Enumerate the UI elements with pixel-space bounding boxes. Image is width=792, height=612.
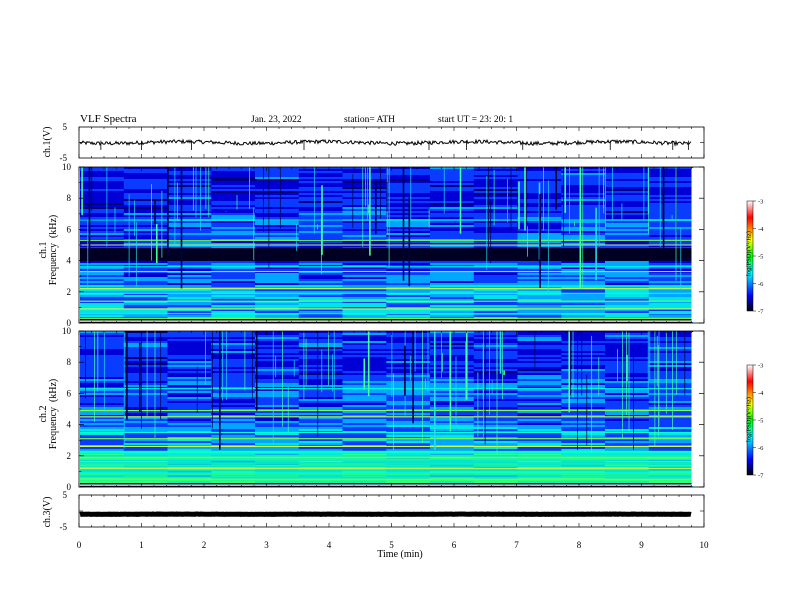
ch2-spectrogram-panel: 0 2 4 6 8 10 <box>62 326 705 492</box>
p2-ytick-0: 0 <box>67 318 72 328</box>
figure-title: VLF Spectra <box>80 113 137 125</box>
ch3-waveform-frame <box>78 494 705 528</box>
cb1-tick--5: -5 <box>758 254 763 261</box>
ch1-spectrogram-panel: 0 2 4 6 8 10 <box>62 162 705 328</box>
p2-dark-band <box>80 248 692 261</box>
cb1-tick--3: -3 <box>758 199 763 206</box>
ch1-voltage-axis-label: ch.1(V) <box>42 126 53 158</box>
ch1-colorbar: -3 -4 -5 -6 -7 <box>746 199 764 316</box>
p2-ytick-8: 8 <box>67 193 72 203</box>
ch3-voltage-axis-label: ch.3(V) <box>42 496 53 528</box>
x-tick-0: 0 <box>77 540 82 550</box>
date-label: Jan. 23, 2022 <box>251 115 302 125</box>
p3-ytick-8: 8 <box>67 357 72 367</box>
ch1-frequency-axis-label: ch.1 Frequency (kHz) <box>38 214 59 286</box>
ch2-colorbar: -3 -4 -5 -6 -7 <box>746 363 764 480</box>
cb1-tick--6: -6 <box>758 281 764 288</box>
x-tick-8: 8 <box>577 540 582 550</box>
x-tick-1: 1 <box>139 540 144 550</box>
cb2-tick--5: -5 <box>758 418 763 425</box>
p2-empty-strip <box>691 168 703 322</box>
ch1-colorbar-label: log(PSD)(V²/Hz) <box>745 231 753 276</box>
start-time-label: start UT = 23: 20: 1 <box>438 115 514 125</box>
x-tick-3: 3 <box>264 540 269 550</box>
time-axis: 0 1 2 3 4 5 6 7 8 9 10 <box>77 540 709 550</box>
p4-ytick-top: 5 <box>63 490 68 500</box>
p2-ytick-4: 4 <box>67 256 72 266</box>
x-tick-6: 6 <box>452 540 457 550</box>
x-tick-7: 7 <box>514 540 519 550</box>
cb1-tick--4: -4 <box>758 226 764 233</box>
cb2-tick--3: -3 <box>758 363 763 370</box>
p3-ytick-6: 6 <box>67 388 72 398</box>
ch1-voltage-trace <box>79 138 692 147</box>
cb2-tick--6: -6 <box>758 445 764 452</box>
p3-ytick-10: 10 <box>62 326 72 336</box>
cb2-tick--4: -4 <box>758 390 764 397</box>
p2-ytick-10: 10 <box>62 162 72 172</box>
p3-ytick-0: 0 <box>67 482 72 492</box>
x-tick-5: 5 <box>389 540 394 550</box>
p3-ytick-2: 2 <box>67 451 72 461</box>
p3-ytick-4: 4 <box>67 420 72 430</box>
p2-ytick-2: 2 <box>67 287 72 297</box>
cb1-tick--7: -7 <box>758 309 764 316</box>
x-tick-4: 4 <box>327 540 332 550</box>
ch3-waveform-panel: 5 -5 <box>60 490 705 532</box>
x-tick-2: 2 <box>202 540 207 550</box>
ch1-waveform-panel: 5 -5 <box>60 122 705 163</box>
ch2-frequency-axis-label: ch.2 Frequency (kHz) <box>38 378 59 450</box>
p1-ytick-bottom: -5 <box>60 153 68 163</box>
station-label: station= ATH <box>344 115 396 125</box>
p2-ytick-6: 6 <box>67 224 72 234</box>
p3-empty-strip <box>691 332 703 486</box>
ch2-colorbar-label: log(PSD)(V²/Hz) <box>745 397 753 442</box>
x-tick-9: 9 <box>639 540 644 550</box>
x-axis-title: Time (min) <box>377 549 423 560</box>
x-tick-10: 10 <box>700 540 710 550</box>
p4-ytick-bottom: -5 <box>60 522 68 532</box>
p1-ytick-top: 5 <box>63 122 68 132</box>
cb2-tick--7: -7 <box>758 473 764 480</box>
